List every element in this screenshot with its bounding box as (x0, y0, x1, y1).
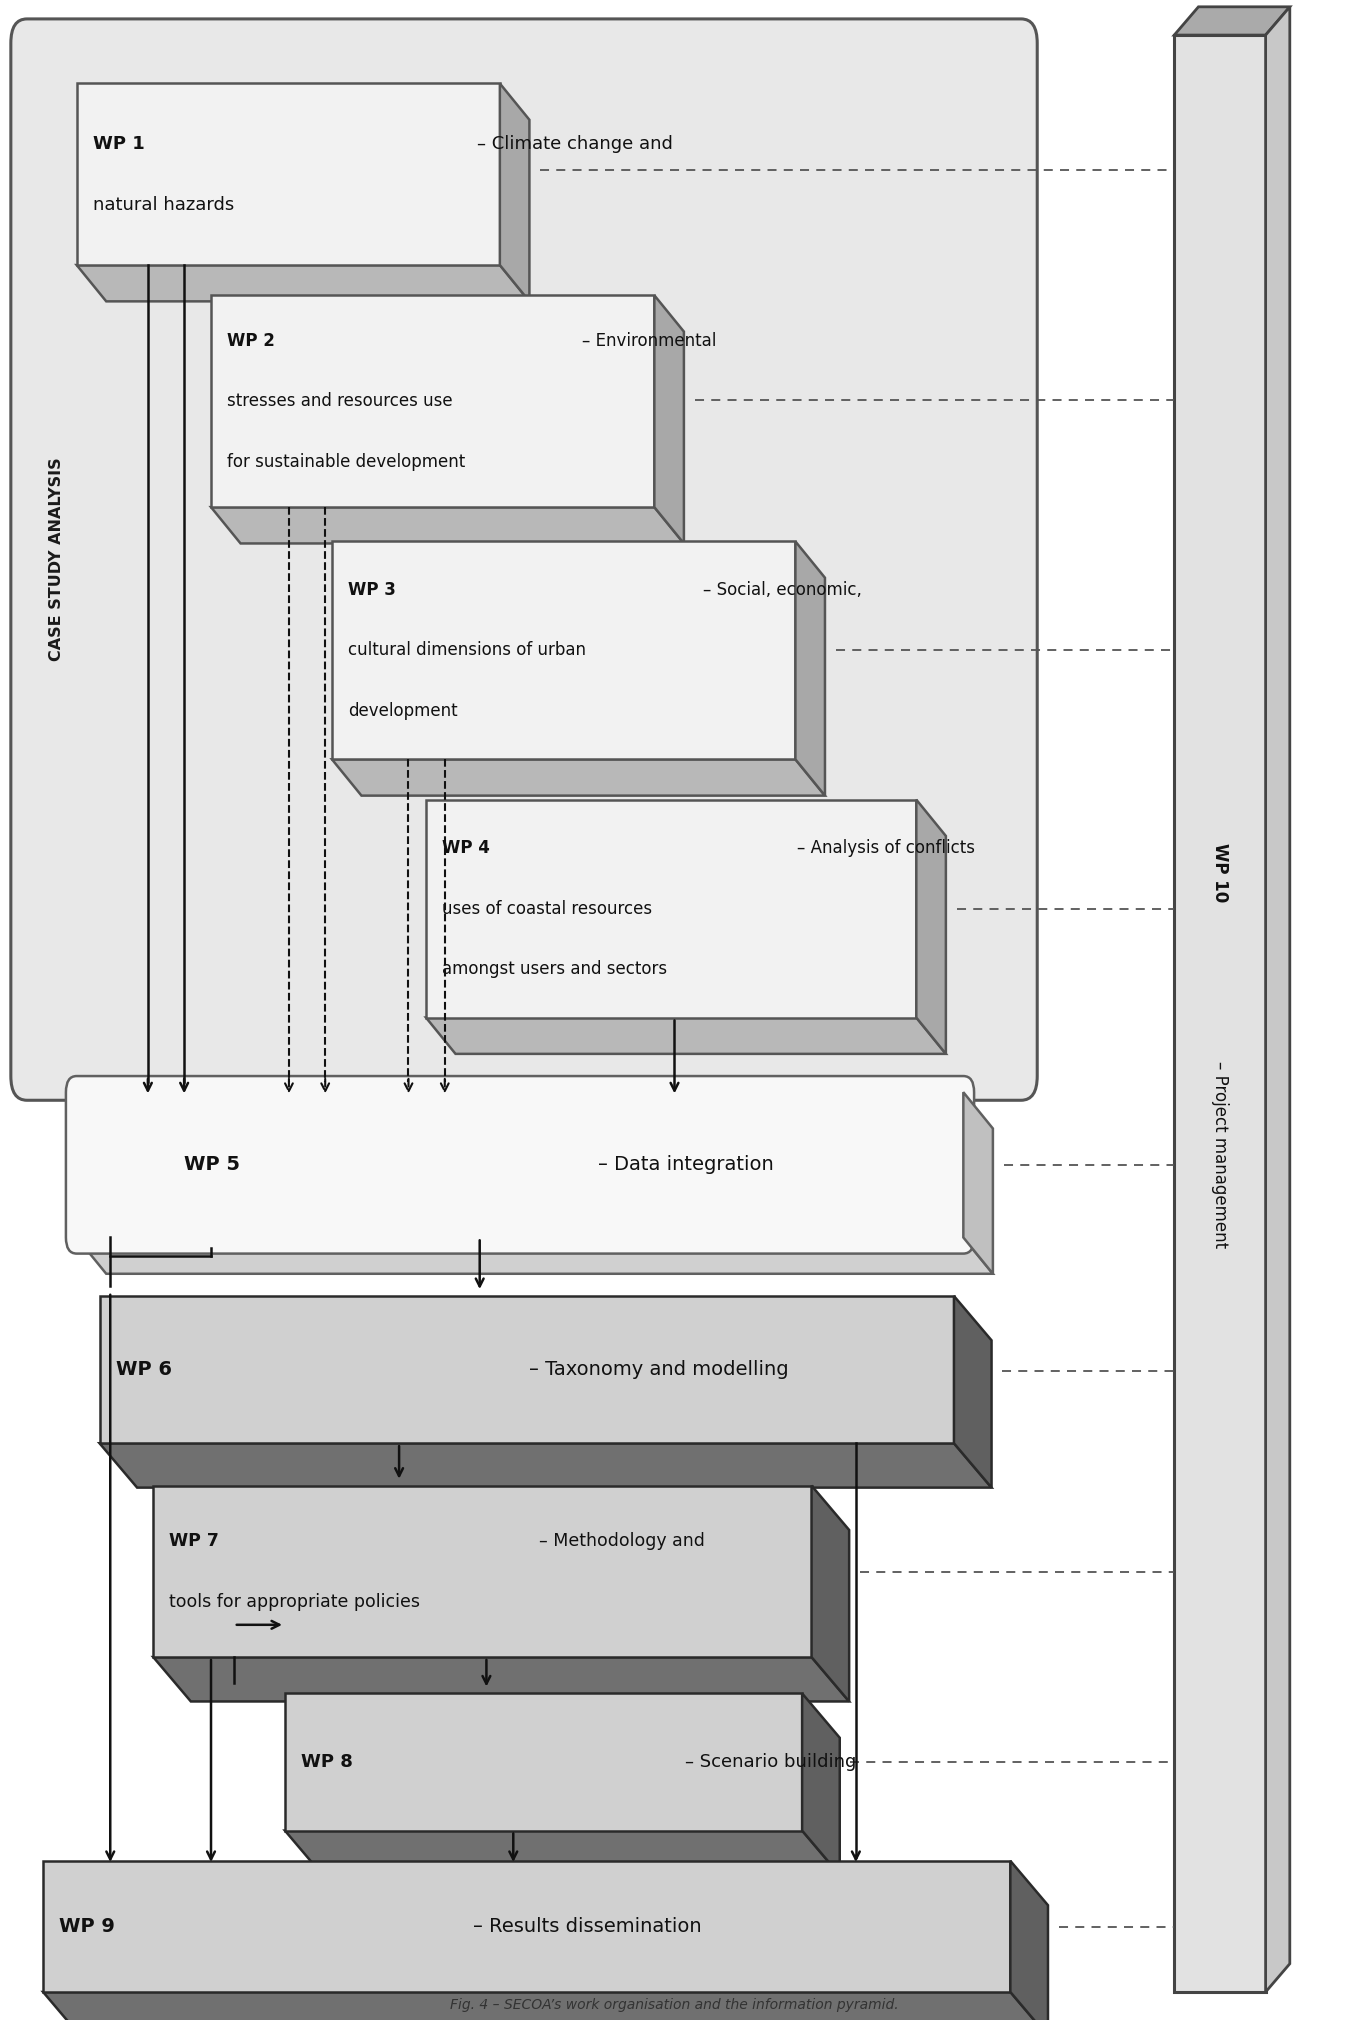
Polygon shape (963, 1092, 993, 1274)
Polygon shape (210, 508, 684, 544)
Text: CASE STUDY ANALYSIS: CASE STUDY ANALYSIS (49, 457, 63, 662)
Text: uses of coastal resources: uses of coastal resources (442, 900, 652, 918)
Text: cultural dimensions of urban: cultural dimensions of urban (348, 641, 585, 659)
Text: tools for appropriate policies: tools for appropriate policies (170, 1592, 421, 1610)
Polygon shape (426, 1018, 946, 1054)
Polygon shape (154, 1485, 812, 1657)
Polygon shape (285, 1831, 839, 1875)
Polygon shape (500, 83, 529, 301)
Text: – Analysis of conflicts: – Analysis of conflicts (797, 840, 975, 858)
Polygon shape (43, 1861, 1010, 1993)
Text: WP 10: WP 10 (1211, 844, 1229, 902)
Text: – Climate change and: – Climate change and (478, 136, 673, 154)
Polygon shape (1010, 1861, 1048, 2023)
Polygon shape (77, 265, 529, 301)
Polygon shape (210, 295, 654, 508)
Polygon shape (43, 1993, 1048, 2023)
Polygon shape (803, 1693, 839, 1875)
Polygon shape (1265, 6, 1290, 1993)
Text: development: development (348, 702, 457, 720)
Text: for sustainable development: for sustainable development (227, 453, 465, 471)
Text: – Data integration: – Data integration (598, 1155, 774, 1173)
Text: natural hazards: natural hazards (93, 196, 233, 214)
Polygon shape (916, 799, 946, 1054)
Text: WP 9: WP 9 (59, 1918, 115, 1936)
Text: WP 8: WP 8 (301, 1754, 353, 1770)
Text: WP 3: WP 3 (348, 581, 395, 599)
Text: Fig. 4 – SECOA’s work organisation and the information pyramid.: Fig. 4 – SECOA’s work organisation and t… (451, 1999, 898, 2013)
Polygon shape (812, 1485, 849, 1701)
Text: WP 4: WP 4 (442, 840, 490, 858)
Polygon shape (77, 1238, 993, 1274)
Polygon shape (100, 1297, 954, 1442)
Polygon shape (332, 542, 796, 759)
Text: – Environmental: – Environmental (581, 332, 716, 350)
Text: WP 5: WP 5 (185, 1155, 240, 1173)
Text: WP 1: WP 1 (93, 136, 144, 154)
Text: stresses and resources use: stresses and resources use (227, 392, 453, 411)
Text: – Scenario building: – Scenario building (685, 1754, 857, 1770)
Polygon shape (154, 1657, 849, 1701)
FancyBboxPatch shape (11, 18, 1037, 1101)
Text: – Methodology and: – Methodology and (538, 1531, 704, 1550)
Text: amongst users and sectors: amongst users and sectors (442, 961, 668, 979)
Text: WP 2: WP 2 (227, 332, 275, 350)
Polygon shape (954, 1297, 992, 1487)
Text: – Taxonomy and modelling: – Taxonomy and modelling (529, 1359, 789, 1380)
Polygon shape (1174, 6, 1290, 34)
Text: WP 6: WP 6 (116, 1359, 171, 1380)
Text: – Results dissemination: – Results dissemination (473, 1918, 701, 1936)
Text: WP 7: WP 7 (170, 1531, 220, 1550)
Polygon shape (77, 83, 500, 265)
Polygon shape (285, 1693, 803, 1831)
Polygon shape (332, 759, 826, 795)
Polygon shape (654, 295, 684, 544)
Text: – Social, economic,: – Social, economic, (703, 581, 862, 599)
Text: – Project management: – Project management (1211, 1062, 1229, 1248)
Polygon shape (796, 542, 826, 795)
Polygon shape (1174, 34, 1265, 1993)
Polygon shape (100, 1442, 992, 1487)
FancyBboxPatch shape (66, 1076, 974, 1254)
Polygon shape (426, 799, 916, 1018)
